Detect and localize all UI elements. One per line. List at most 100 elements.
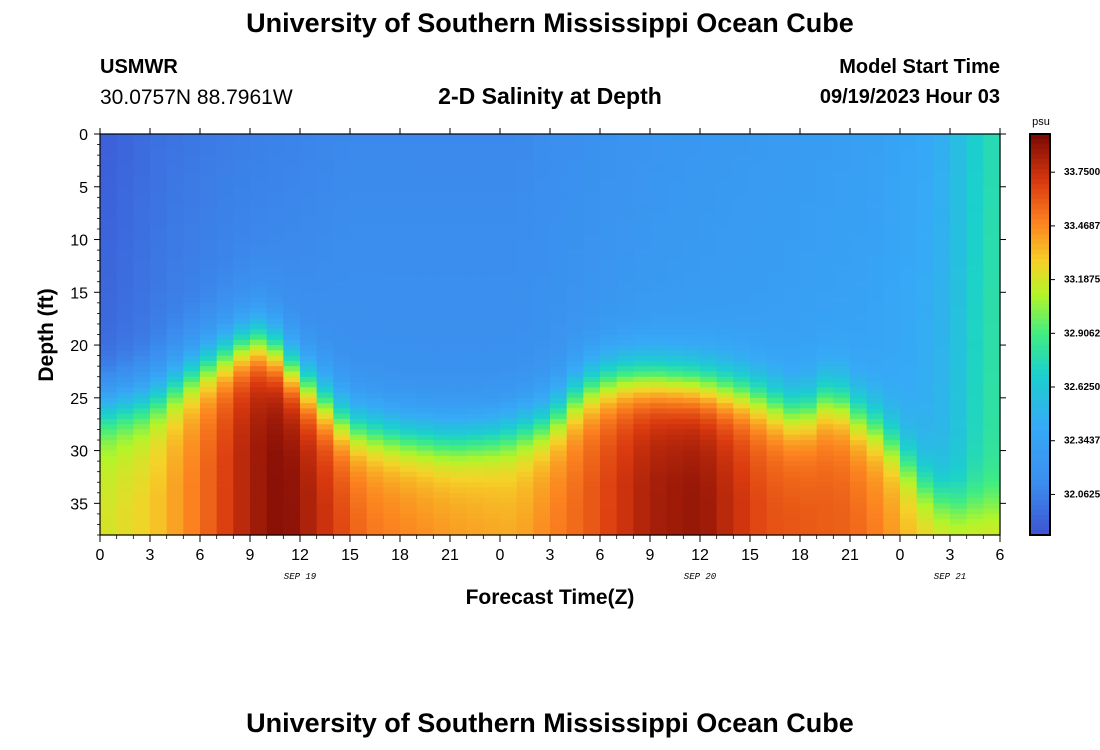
heatmap-cell [666,524,684,531]
heatmap-cell [716,339,734,346]
heatmap-cell [566,513,584,520]
heatmap-cell [316,503,334,510]
heatmap-cell [366,461,384,468]
heatmap-cell [200,445,218,452]
heatmap-cell [500,471,518,478]
heatmap-cell [183,223,201,230]
heatmap-cell [300,228,318,235]
heatmap-cell [350,239,368,246]
heatmap-cell [416,350,434,357]
heatmap-cell [916,445,934,452]
heatmap-cell [166,271,184,278]
heatmap-cell [600,387,618,394]
heatmap-cell [816,223,834,230]
heatmap-cell [116,192,134,198]
colorbar-segment [1030,469,1050,476]
heatmap-cell [666,313,684,320]
heatmap-cell [900,213,918,220]
heatmap-cell [683,260,701,267]
heatmap-cell [400,355,418,362]
heatmap-cell [633,318,651,325]
heatmap-cell [883,207,901,214]
heatmap-cell [116,355,134,362]
heatmap-cell [483,397,501,404]
heatmap-cell [133,139,151,146]
heatmap-cell [100,239,118,246]
heatmap-cell [283,297,301,304]
heatmap-cell [933,292,951,299]
heatmap-cell [566,149,584,156]
heatmap-cell [683,413,701,420]
heatmap-cell [916,202,934,209]
heatmap-cell [383,134,401,140]
heatmap-cell [366,218,384,225]
heatmap-cell [500,466,518,473]
heatmap-cell [216,323,234,330]
heatmap-cell [450,403,468,409]
heatmap-cell [600,355,618,362]
heatmap-cell [516,218,534,225]
heatmap-cell [183,339,201,346]
heatmap-cell [250,260,268,267]
heatmap-cell [516,366,534,373]
heatmap-cell [550,387,568,394]
heatmap-cell [400,381,418,388]
heatmap-cell [250,360,268,367]
heatmap-cell [766,529,784,536]
heatmap-cell [416,276,434,283]
heatmap-cell [116,434,134,441]
heatmap-cell [316,265,334,272]
heatmap-cell [450,250,468,256]
heatmap-cell [483,250,501,256]
heatmap-cell [150,271,168,278]
heatmap-cell [550,287,568,293]
heatmap-cell [950,260,968,267]
heatmap-cell [950,181,968,188]
heatmap-cell [533,397,551,404]
colorbar-segment [1030,204,1050,210]
heatmap-cell [783,529,801,536]
heatmap-cell [200,392,218,399]
heatmap-cell [900,434,918,441]
heatmap-cell [466,276,484,283]
heatmap-cell [716,223,734,230]
heatmap-cell [550,207,568,214]
heatmap-cell [650,519,668,526]
heatmap-cell [566,192,584,198]
heatmap-cell [866,281,884,288]
heatmap-cell [466,387,484,394]
heatmap-cell [600,308,618,314]
heatmap-cell [633,302,651,309]
heatmap-cell [583,313,601,320]
heatmap-cell [250,160,268,167]
heatmap-cell [583,466,601,473]
heatmap-cell [250,471,268,478]
heatmap-cell [333,313,351,320]
heatmap-cell [300,234,318,241]
heatmap-cell [683,355,701,362]
heatmap-cell [500,487,518,494]
colorbar-segment [1030,474,1050,481]
heatmap-cell [316,381,334,388]
heatmap-cell [750,445,768,452]
heatmap-cell [183,376,201,383]
heatmap-cell [366,524,384,531]
heatmap-cell [883,197,901,204]
heatmap-cell [733,250,751,256]
heatmap-cell [800,503,818,510]
heatmap-cell [616,271,634,278]
colorbar-segment [1030,239,1050,245]
heatmap-cell [533,424,551,431]
heatmap-cell [183,308,201,314]
heatmap-cell [833,450,851,457]
heatmap-cell [233,170,251,177]
heatmap-cell [700,213,718,220]
heatmap-cell [583,366,601,373]
heatmap-cell [450,292,468,299]
heatmap-cell [116,476,134,483]
heatmap-cell [850,466,868,473]
heatmap-cell [166,181,184,188]
heatmap-cell [983,176,1001,183]
heatmap-cell [283,513,301,520]
heatmap-cell [383,155,401,161]
